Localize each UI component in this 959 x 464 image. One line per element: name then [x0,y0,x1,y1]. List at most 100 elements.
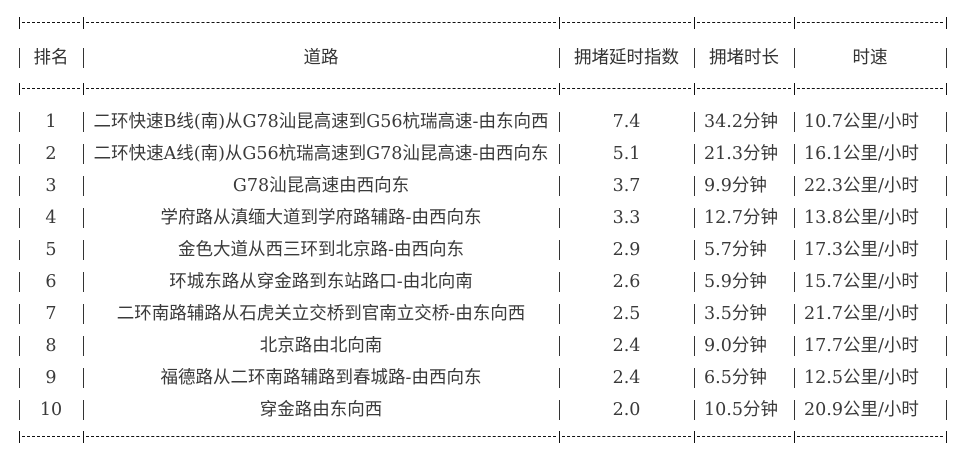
cell-divider-pipe [694,48,695,68]
cell-divider-pipe [83,336,84,356]
cell-speed: 21.7公里/小时 [804,304,919,324]
rule-dash-segment [697,88,791,89]
cell-dur: 6.5分钟 [704,368,767,388]
cell-divider-pipe [83,48,84,68]
cell-divider-pipe [694,176,695,196]
cell-divider-pipe [794,176,795,196]
cell-index: 3.7 [612,176,641,196]
cell-rank: 10 [39,400,63,420]
cell-speed: 10.7公里/小时 [804,112,919,132]
cell-divider-pipe [83,208,84,228]
table-row[interactable]: 4 学府路从滇缅大道到学府路辅路-由西向东 3.3 12.7分钟 13.8公里/小时 [0,203,959,233]
cell-divider-pipe [794,240,795,260]
cell-divider-pipe [83,176,84,196]
cell-divider-pipe [694,336,695,356]
table-row[interactable]: 2 二环快速A线(南)从G56杭瑞高速到G78汕昆高速-由西向东 5.1 21.3分钟… [0,139,959,169]
rule-dash-segment [797,22,943,23]
cell-divider-pipe [19,240,20,260]
cell-speed: 22.3公里/小时 [804,176,919,196]
rule-dash-segment [562,88,691,89]
table-row[interactable]: 1 二环快速B线(南)从G78汕昆高速到G56杭瑞高速-由东向西 7.4 34.2分钟… [0,107,959,137]
cell-divider-pipe [559,144,560,164]
cell-dur: 5.9分钟 [704,272,767,292]
table-row[interactable]: 6 环城东路从穿金路到东站路口-由北向南 2.6 5.9分钟 15.7公里/小时 [0,267,959,297]
cell-divider-pipe [694,240,695,260]
table-row[interactable]: 8 北京路由北向南 2.4 9.0分钟 17.7公里/小时 [0,331,959,361]
rule-plus-junction [19,431,20,443]
cell-index: 3.3 [612,208,641,228]
cell-dur: 3.5分钟 [704,304,767,324]
cell-divider-pipe [83,112,84,132]
rule-dash-segment [797,436,943,437]
cell-divider-pipe [19,144,20,164]
cell-divider-pipe [19,304,20,324]
rule-plus-junction [559,17,560,29]
column-header-rank: 排名 [33,48,69,68]
column-header-speed: 时速 [852,48,888,68]
cell-speed: 17.7公里/小时 [804,336,919,356]
rule-plus-junction [19,17,20,29]
cell-divider-pipe [946,304,947,324]
rule-plus-junction [83,17,84,29]
cell-divider-pipe [19,272,20,292]
rule-plus-junction [83,431,84,443]
cell-divider-pipe [946,176,947,196]
cell-divider-pipe [19,112,20,132]
cell-divider-pipe [559,400,560,420]
rule-dash-segment [86,22,556,23]
table-row[interactable]: 9 福德路从二环南路辅路到春城路-由西向东 2.4 6.5分钟 12.5公里/小时 [0,363,959,393]
cell-index: 5.1 [612,144,641,164]
cell-road: 二环快速B线(南)从G78汕昆高速到G56杭瑞高速-由东向西 [93,112,549,132]
cell-divider-pipe [83,400,84,420]
table-row[interactable]: 7 二环南路辅路从石虎关立交桥到官南立交桥-由东向西 2.5 3.5分钟 21.7公里/… [0,299,959,329]
cell-divider-pipe [19,176,20,196]
cell-road: 二环快速A线(南)从G56杭瑞高速到G78汕昆高速-由西向东 [93,144,549,164]
cell-divider-pipe [559,272,560,292]
cell-road: 北京路由北向南 [259,336,383,356]
rule-dash-segment [22,88,80,89]
cell-divider-pipe [946,208,947,228]
cell-divider-pipe [19,400,20,420]
cell-speed: 20.9公里/小时 [804,400,919,420]
cell-divider-pipe [559,368,560,388]
cell-index: 2.4 [612,336,641,356]
cell-divider-pipe [559,240,560,260]
cell-divider-pipe [794,48,795,68]
cell-divider-pipe [794,336,795,356]
table-rule [0,17,959,29]
cell-index: 2.9 [612,240,641,260]
rule-dash-segment [86,88,556,89]
rule-dash-segment [562,436,691,437]
cell-divider-pipe [794,208,795,228]
cell-divider-pipe [83,240,84,260]
cell-index: 2.4 [612,368,641,388]
cell-divider-pipe [19,208,20,228]
cell-divider-pipe [946,112,947,132]
table-row[interactable]: 3 G78汕昆高速由西向东 3.7 9.9分钟 22.3公里/小时 [0,171,959,201]
cell-rank: 7 [45,304,57,324]
cell-road: G78汕昆高速由西向东 [232,176,410,196]
cell-speed: 12.5公里/小时 [804,368,919,388]
cell-speed: 17.3公里/小时 [804,240,919,260]
cell-divider-pipe [946,144,947,164]
table-rule [0,83,959,95]
cell-divider-pipe [794,144,795,164]
cell-dur: 5.7分钟 [704,240,767,260]
rule-dash-segment [22,22,80,23]
cell-divider-pipe [946,240,947,260]
cell-road: 福德路从二环南路辅路到春城路-由西向东 [160,368,482,388]
cell-divider-pipe [83,144,84,164]
rule-plus-junction [83,83,84,95]
table-row[interactable]: 10 穿金路由东向西 2.0 10.5分钟 20.9公里/小时 [0,395,959,425]
cell-dur: 9.9分钟 [704,176,767,196]
table-row[interactable]: 5 金色大道从西三环到北京路-由西向东 2.9 5.7分钟 17.3公里/小时 [0,235,959,265]
rule-plus-junction [794,17,795,29]
cell-divider-pipe [794,112,795,132]
cell-divider-pipe [694,304,695,324]
cell-speed: 16.1公里/小时 [804,144,919,164]
cell-road: 二环南路辅路从石虎关立交桥到官南立交桥-由东向西 [116,304,526,324]
cell-divider-pipe [694,112,695,132]
cell-dur: 12.7分钟 [704,208,778,228]
cell-divider-pipe [694,144,695,164]
rule-plus-junction [946,431,947,443]
